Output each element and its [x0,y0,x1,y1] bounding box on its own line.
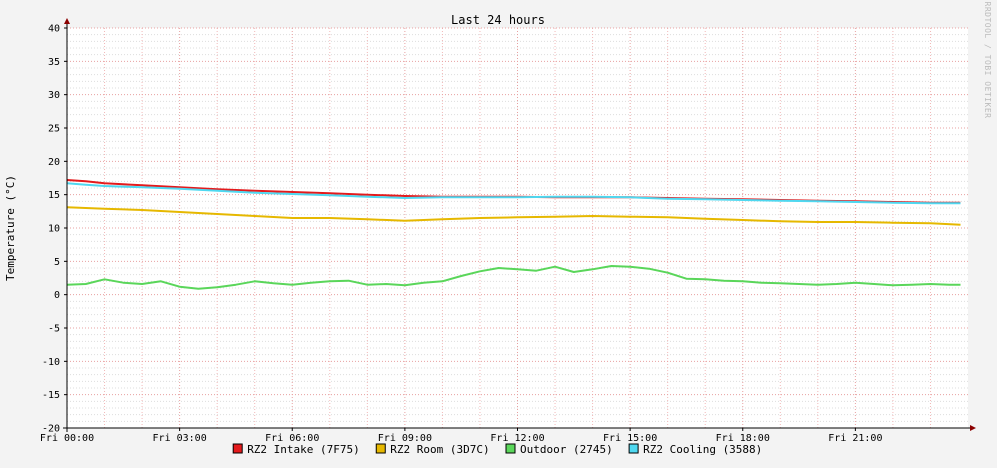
legend-item-3: Outdoor (2745) [505,443,613,456]
y-tick-label: -10 [42,357,60,368]
legend: RZ2 Intake (7F75) RZ2 Room (3D7C) Outdoor … [232,443,762,456]
series-line-2 [66,206,961,226]
y-tick-label: 25 [48,124,60,135]
x-axis-arrow [970,425,976,431]
y-tick-label: 15 [48,190,60,201]
x-tick-label: Fri 15:00 [603,433,657,444]
x-tick-label: Fri 18:00 [716,433,770,444]
y-axis-arrow [64,18,70,24]
y-tick-label: 0 [54,290,60,301]
legend-swatch [505,443,516,454]
rrdtool-watermark: RRDTOOL / TOBI OETIKER [983,2,992,119]
legend-swatch [232,443,243,454]
y-tick-label: 5 [54,257,60,268]
x-tick-label: Fri 09:00 [378,433,432,444]
series-lines [66,179,961,290]
y-axis-label: Temperature (°C) [4,175,17,281]
y-tick-label: -15 [42,390,60,401]
legend-item-4: RZ2 Cooling (3588) [628,443,762,456]
legend-label: Outdoor (2745) [520,443,613,456]
y-tick-label: 10 [48,224,60,235]
x-tick-label: Fri 21:00 [828,433,882,444]
legend-swatch [628,443,639,454]
y-tick-label: 30 [48,90,60,101]
x-tick-label: Fri 03:00 [153,433,207,444]
legend-swatch [375,443,386,454]
y-tick-label: 35 [48,57,60,68]
y-tick-label: -20 [42,424,60,435]
x-tick-label: Fri 12:00 [490,433,544,444]
x-tick-label: Fri 00:00 [40,433,94,444]
legend-item-2: RZ2 Room (3D7C) [375,443,490,456]
legend-label: RZ2 Cooling (3588) [643,443,762,456]
chart-title: Last 24 hours [451,13,545,27]
legend-label: RZ2 Intake (7F75) [247,443,360,456]
y-tick-label: 40 [48,24,60,35]
series-line-4 [66,182,961,205]
grid [66,27,968,429]
tick-labels: -20 -15 -10 -5 0 5 10 15 20 25 30 35 40 Fri 00:00 Fri … [40,24,883,445]
y-tick-label: 20 [48,157,60,168]
legend-label: RZ2 Room (3D7C) [390,443,489,456]
y-tick-label: -5 [48,324,60,335]
legend-item-1: RZ2 Intake (7F75) [232,443,360,456]
x-tick-label: Fri 06:00 [265,433,319,444]
series-line-3 [66,265,961,290]
